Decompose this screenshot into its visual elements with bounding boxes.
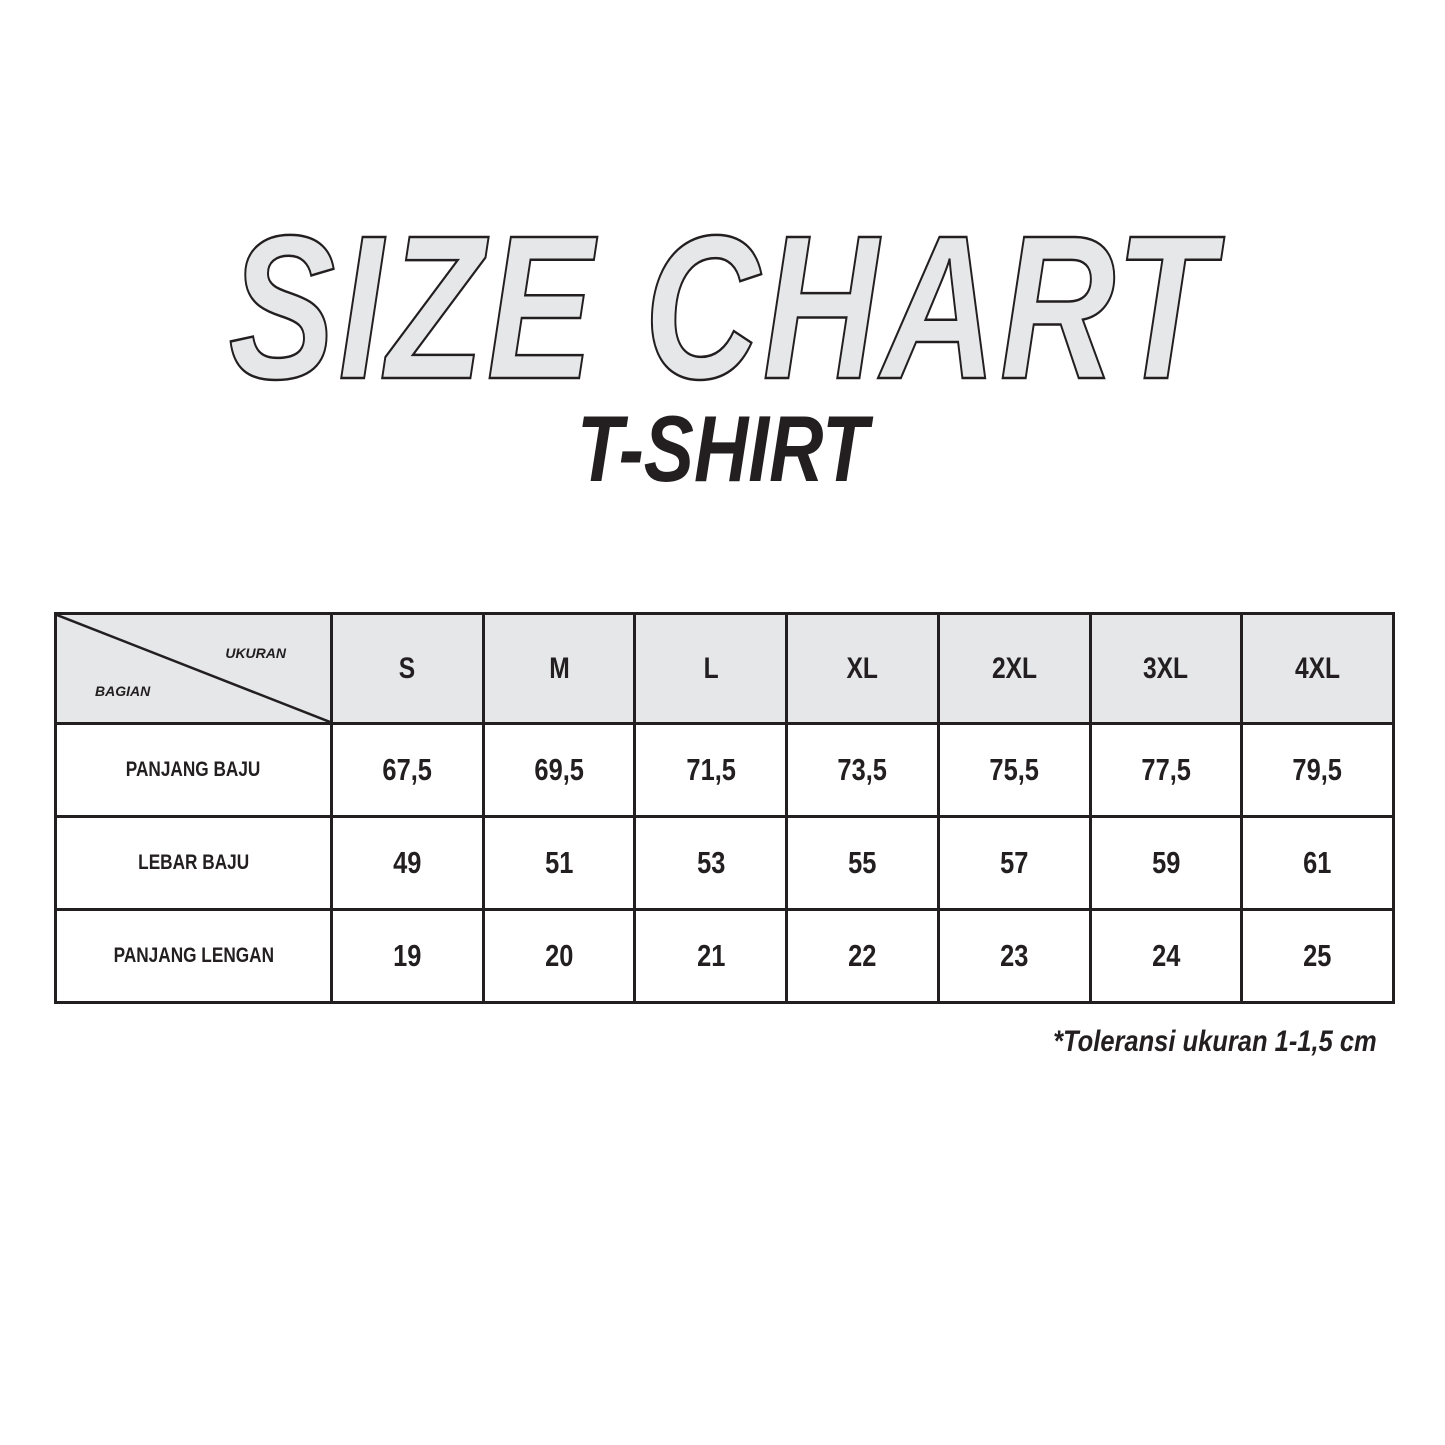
value-cell: 75,5 (936, 722, 1092, 818)
value-cell: 23 (936, 908, 1092, 1004)
table-row: LEBAR BAJU 49 51 53 55 57 59 61 (54, 815, 1395, 911)
value-cell: 49 (330, 815, 485, 911)
row-label: LEBAR BAJU (54, 815, 333, 911)
size-header: XL (785, 612, 940, 725)
table-row: PANJANG LENGAN 19 20 21 22 23 24 25 (54, 908, 1395, 1004)
value-cell: 53 (633, 815, 789, 911)
value-cell: 19 (330, 908, 485, 1004)
value-cell: 61 (1240, 815, 1395, 911)
value-cell: 24 (1088, 908, 1244, 1004)
table-row: PANJANG BAJU 67,5 69,5 71,5 73,5 75,5 77,5 79,5 (54, 722, 1395, 818)
size-header: 3XL (1088, 612, 1244, 725)
value-cell: 77,5 (1088, 722, 1244, 818)
value-cell: 55 (785, 815, 940, 911)
value-cell: 79,5 (1240, 722, 1395, 818)
size-header: M (481, 612, 637, 725)
corner-bottom-label: BAGIAN (95, 683, 151, 699)
value-cell: 67,5 (330, 722, 485, 818)
size-header: S (330, 612, 485, 725)
corner-top-label: UKURAN (225, 645, 286, 661)
value-cell: 59 (1088, 815, 1244, 911)
size-header: 2XL (936, 612, 1092, 725)
value-cell: 25 (1240, 908, 1395, 1004)
page-subtitle: T-SHIRT (576, 396, 869, 501)
row-label: PANJANG LENGAN (54, 908, 333, 1004)
size-header: 4XL (1240, 612, 1395, 725)
page-title: SIZE CHART (228, 193, 1217, 422)
value-cell: 20 (481, 908, 637, 1004)
size-table: UKURAN BAGIAN S M L XL 2XL 3XL 4XL PANJA… (54, 612, 1395, 1004)
diagonal-divider (57, 615, 330, 722)
value-cell: 69,5 (481, 722, 637, 818)
value-cell: 71,5 (633, 722, 789, 818)
size-header: L (633, 612, 789, 725)
value-cell: 57 (936, 815, 1092, 911)
value-cell: 22 (785, 908, 940, 1004)
corner-cell: UKURAN BAGIAN (54, 612, 333, 725)
row-label: PANJANG BAJU (54, 722, 333, 818)
tolerance-note: *Toleransi ukuran 1-1,5 cm (1053, 1025, 1377, 1058)
header-row: UKURAN BAGIAN S M L XL 2XL 3XL 4XL (54, 612, 1395, 725)
value-cell: 73,5 (785, 722, 940, 818)
value-cell: 21 (633, 908, 789, 1004)
value-cell: 51 (481, 815, 637, 911)
